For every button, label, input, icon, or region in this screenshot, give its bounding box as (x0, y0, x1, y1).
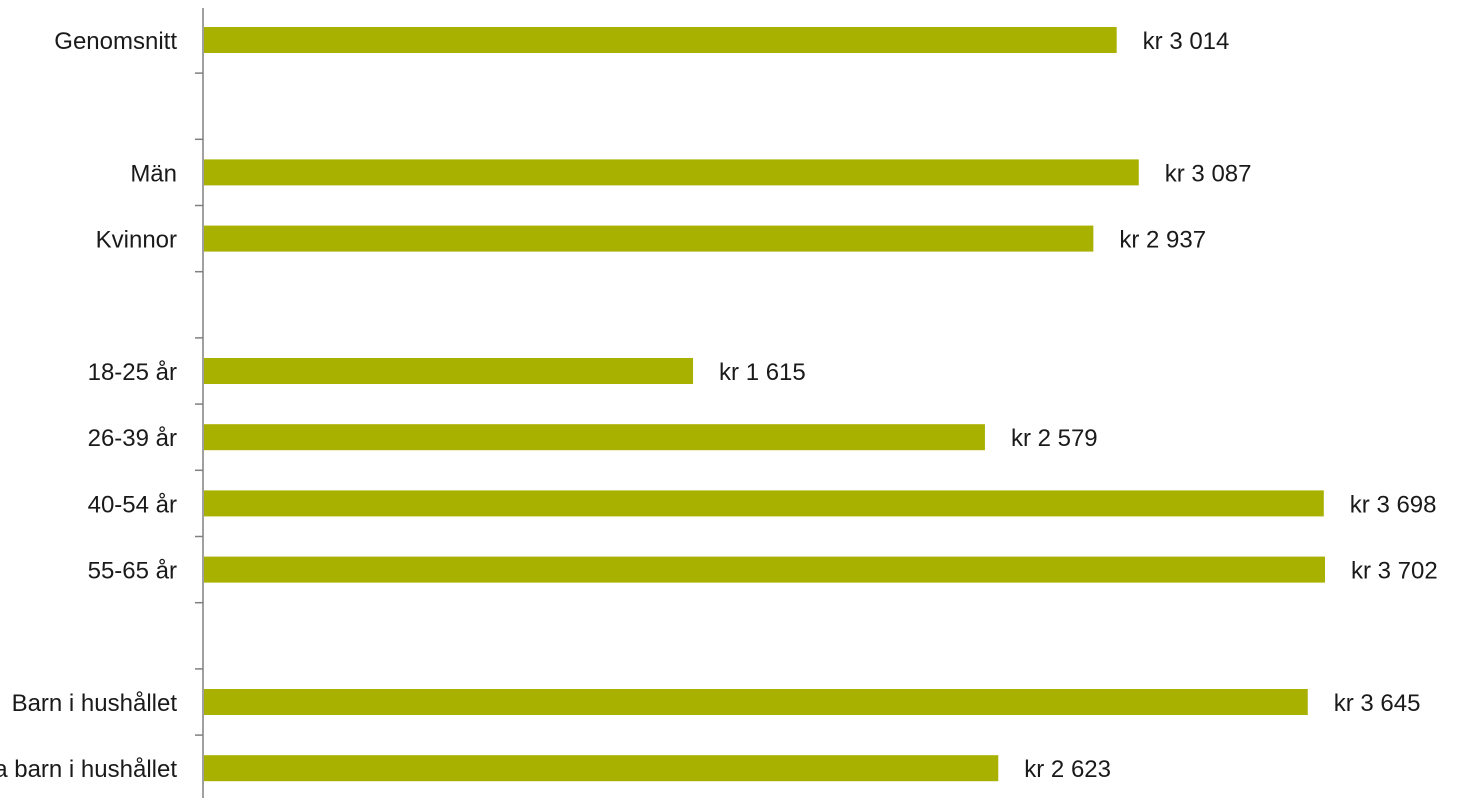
bar (204, 689, 1308, 715)
category-label: Barn i hushållet (12, 690, 178, 717)
bar (204, 755, 999, 782)
value-label: kr 3 014 (1143, 28, 1230, 55)
value-label: kr 2 623 (1024, 756, 1111, 783)
category-label: Män (130, 160, 177, 187)
category-label: Inga barn i hushållet (0, 756, 177, 783)
bar (204, 27, 1117, 53)
category-label: Genomsnitt (54, 28, 177, 55)
bar (204, 490, 1324, 517)
bar (204, 358, 694, 384)
category-label: 55-65 år (88, 558, 177, 585)
value-labels: kr 3 014 kr 3 087 kr 2 937 kr 1 615 kr 2 579… (719, 28, 1438, 783)
axis-ticks (195, 72, 203, 736)
value-label: kr 1 615 (719, 359, 806, 386)
bar (204, 159, 1139, 186)
category-label: 26-39 år (88, 425, 177, 452)
category-labels: Genomsnitt Män Kvinnor 18-25 år 26-39 år 40-5… (0, 28, 177, 783)
category-label: 18-25 år (88, 359, 177, 386)
value-label: kr 3 645 (1334, 690, 1421, 717)
bar (204, 424, 985, 451)
category-label: Kvinnor (96, 227, 177, 254)
value-label: kr 2 937 (1119, 227, 1206, 254)
value-label: kr 3 702 (1351, 558, 1438, 585)
bar (204, 225, 1094, 252)
bars (204, 27, 1325, 782)
category-label: 40-54 år (88, 491, 177, 518)
value-label: kr 3 087 (1165, 160, 1252, 187)
value-label: kr 2 579 (1011, 425, 1098, 452)
value-label: kr 3 698 (1350, 491, 1437, 518)
bar (204, 556, 1325, 583)
